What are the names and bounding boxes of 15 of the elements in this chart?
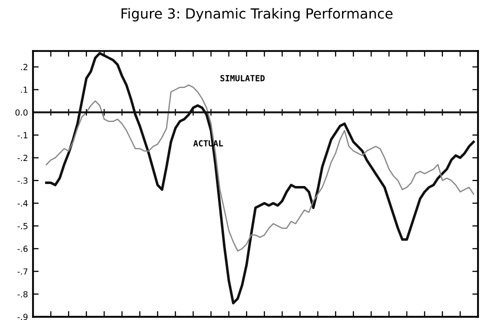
annotation: SIMULATED [220,75,265,82]
y-tick-label: -.6 [18,246,28,252]
y-tick-label: 0.0 [15,109,28,116]
y-tick-label: -.2 [18,154,28,161]
y-tick-label: -.9 [18,314,28,320]
y-tick-label: -.5 [18,223,28,230]
y-tick-label: -.3 [18,177,28,184]
y-tick-label: -.8 [18,291,28,298]
line-series [46,84,474,252]
chart-title: Figure 3: Dynamic Traking Performance [122,8,393,22]
y-tick-label: .2 [21,64,28,70]
y-tick-label: .1 [21,86,28,93]
y-tick-label: -.4 [18,200,28,206]
y-tick-label: -.7 [18,268,28,275]
y-tick-label: -.1 [18,132,28,138]
